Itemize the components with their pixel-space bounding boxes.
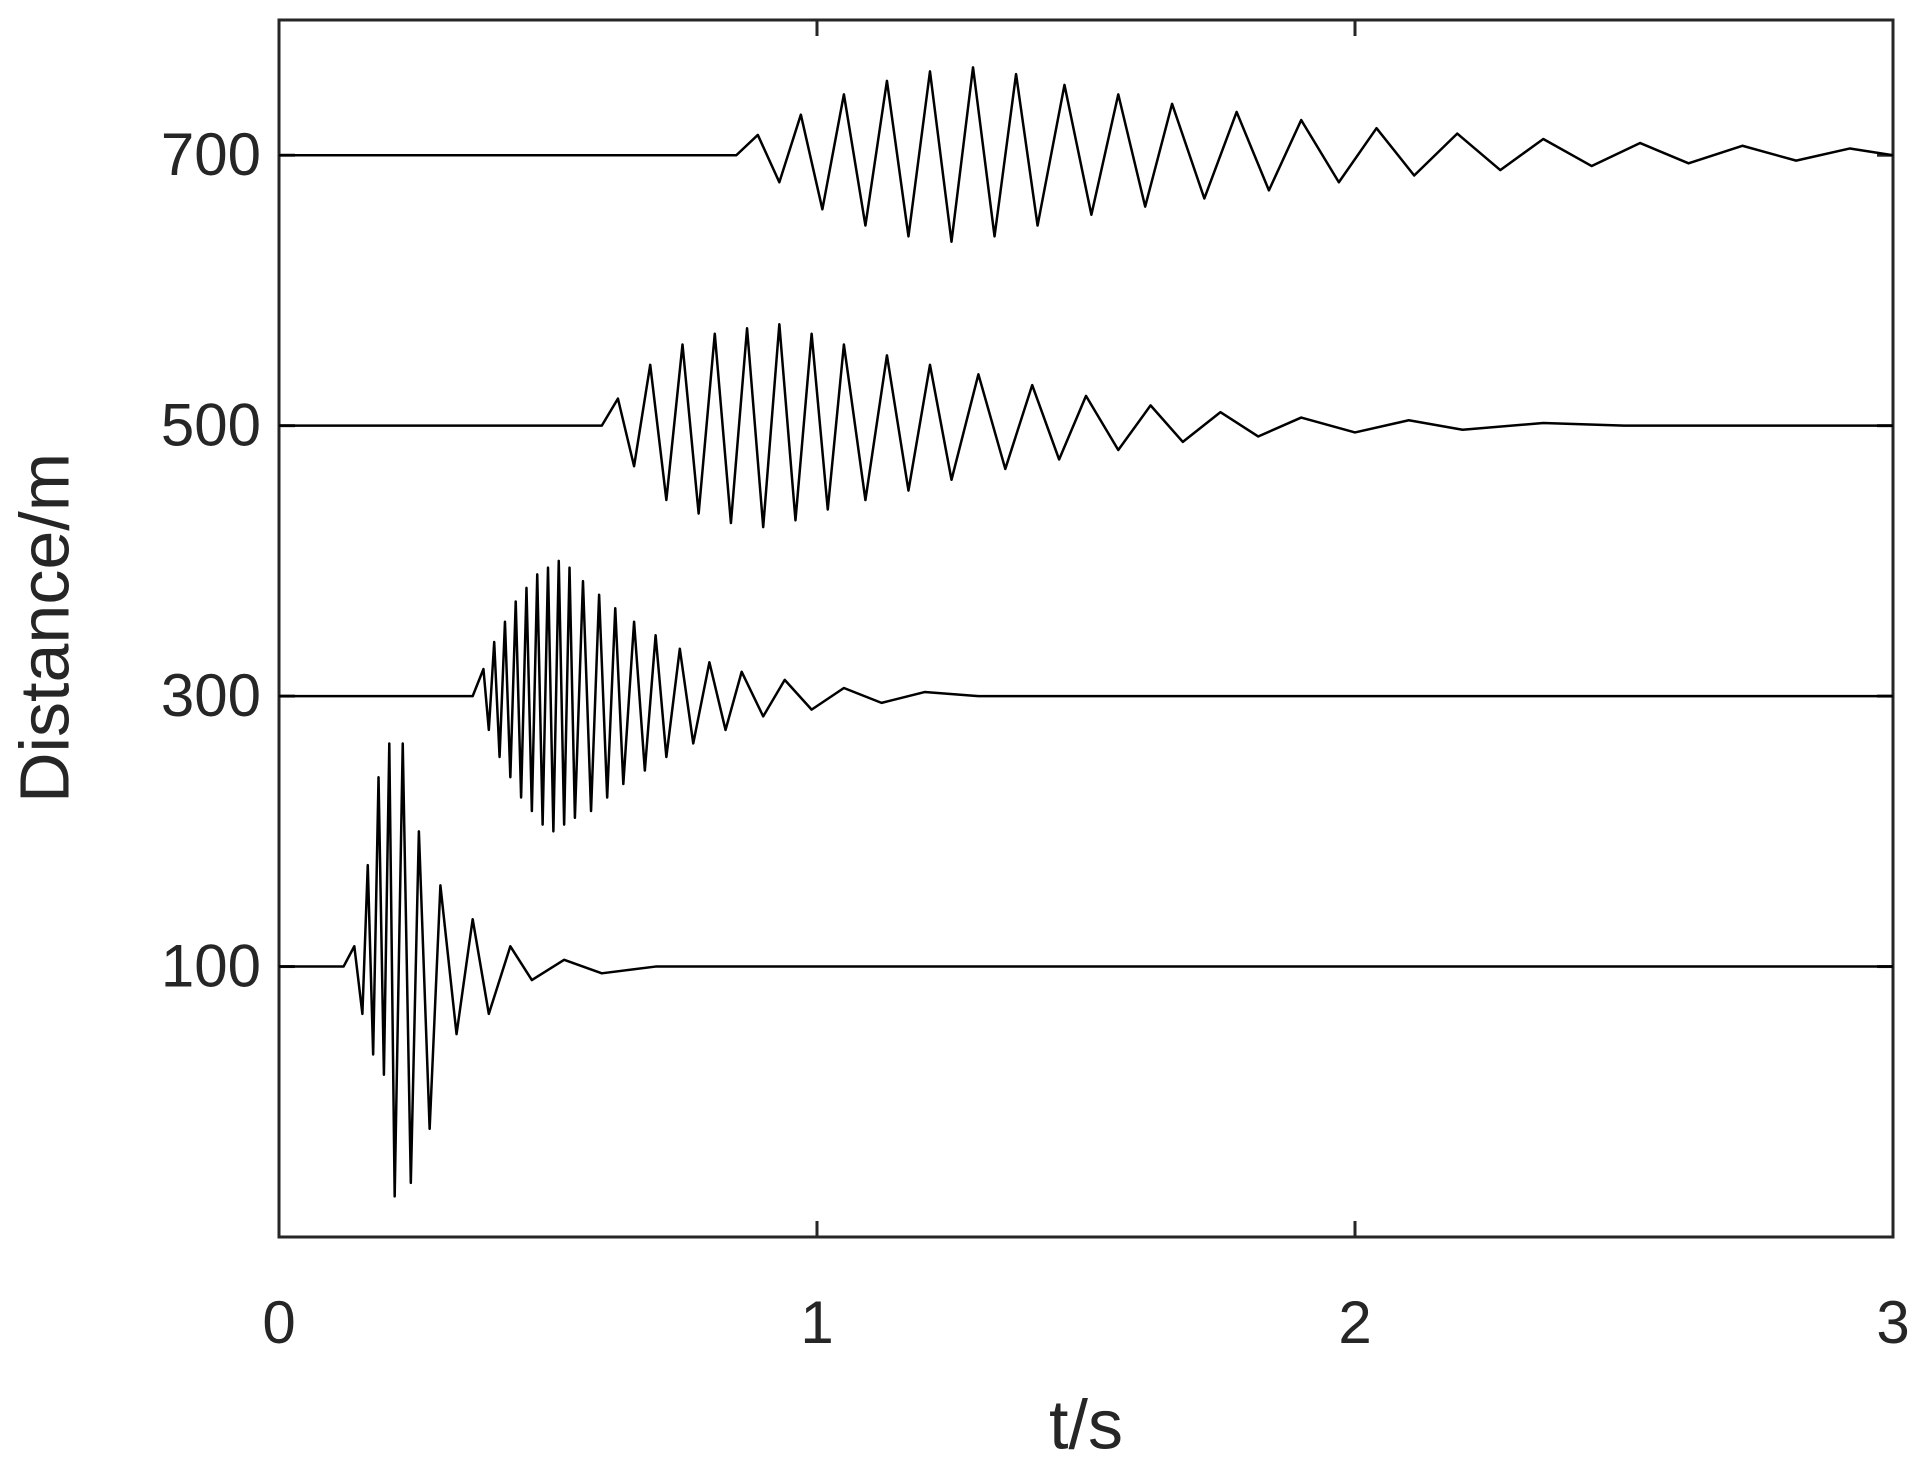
- x-tick-label: 1: [800, 1289, 833, 1356]
- y-tick-label: 500: [161, 392, 261, 459]
- trace-line: [279, 66, 1894, 244]
- x-tick-label: 3: [1876, 1289, 1909, 1356]
- plot-frame: [277, 18, 1895, 1239]
- x-tick-label: 0: [262, 1289, 295, 1356]
- x-tick-label: 2: [1338, 1289, 1371, 1356]
- trace-line: [279, 742, 1893, 1198]
- y-axis-label: Distance/m: [5, 453, 83, 803]
- trace-line: [279, 559, 1893, 833]
- y-tick-label: 100: [161, 932, 261, 999]
- y-tick-label: 300: [161, 662, 261, 729]
- trace-line: [279, 323, 1893, 529]
- y-tick-label: 700: [161, 121, 261, 188]
- x-axis-label: t/s: [1049, 1385, 1123, 1463]
